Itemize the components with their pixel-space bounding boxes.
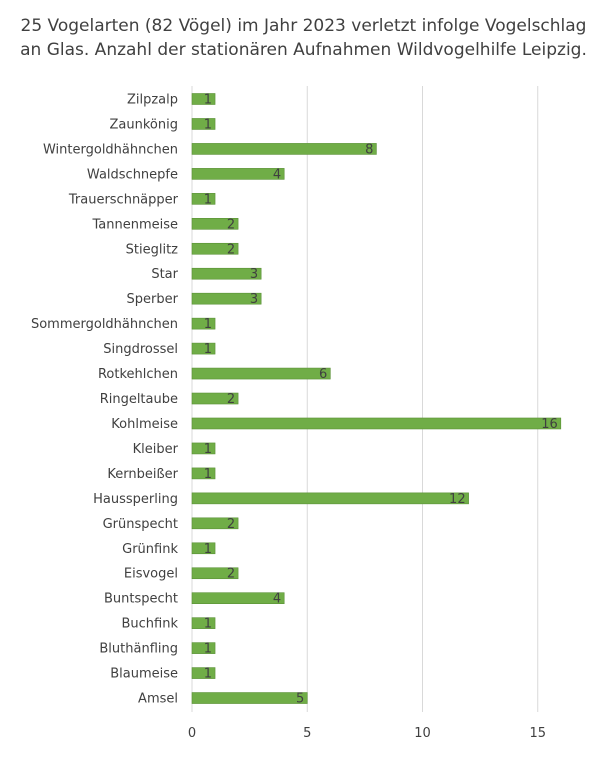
data-label-21: 1	[204, 617, 212, 632]
category-label-9: Sommergoldhähnchen	[31, 317, 178, 332]
data-label-8: 3	[250, 292, 258, 307]
data-label-5: 2	[227, 217, 235, 232]
x-tick-label-10: 10	[414, 726, 431, 741]
x-axis-ticks: 0 5 10 15	[188, 726, 546, 741]
category-label-7: Star	[151, 267, 178, 282]
bar-7	[191, 267, 262, 280]
data-label-18: 1	[204, 542, 212, 557]
chart-title: 25 Vogelarten (82 Vögel) im Jahr 2023 ve…	[0, 14, 607, 62]
bar-19	[191, 567, 239, 580]
category-label-11: Rotkehlchen	[98, 367, 178, 382]
data-label-19: 2	[227, 567, 235, 582]
x-tick-label-0: 0	[188, 726, 196, 741]
gridlines	[191, 86, 539, 712]
category-label-2: Wintergoldhähnchen	[43, 142, 178, 157]
category-label-5: Tannenmeise	[91, 217, 178, 232]
bar-20	[191, 592, 285, 605]
data-label-1: 1	[204, 117, 212, 132]
category-label-17: Grünspecht	[103, 517, 178, 532]
bar-10	[191, 342, 216, 355]
data-label-3: 4	[273, 167, 281, 182]
bar-12	[191, 392, 239, 405]
data-label-17: 2	[227, 517, 235, 532]
category-label-15: Kernbeißer	[107, 467, 178, 482]
category-label-19: Eisvogel	[124, 567, 178, 582]
category-label-23: Blaumeise	[110, 667, 178, 682]
bar-23	[191, 667, 216, 679]
bar-3	[191, 168, 285, 180]
data-label-16: 12	[449, 492, 466, 507]
bar-8	[191, 292, 262, 305]
data-label-14: 1	[204, 442, 212, 457]
category-label-22: Bluthänfling	[99, 642, 178, 657]
data-label-20: 4	[273, 592, 281, 607]
data-label-11: 6	[319, 367, 327, 382]
data-label-9: 1	[204, 317, 212, 332]
bar-17	[191, 517, 239, 530]
category-label-20: Buntspecht	[104, 592, 178, 607]
category-label-16: Haussperling	[93, 492, 178, 507]
data-label-23: 1	[204, 667, 212, 682]
category-label-13: Kohlmeise	[111, 417, 178, 432]
bar-9	[191, 317, 216, 330]
bar-15	[191, 467, 216, 480]
bar-18	[191, 542, 216, 555]
bar-13	[191, 417, 562, 430]
bar-21	[191, 617, 216, 629]
data-label-7: 3	[250, 267, 258, 282]
data-label-12: 2	[227, 392, 235, 407]
data-label-13: 16	[541, 417, 558, 432]
data-label-22: 1	[204, 642, 212, 657]
category-labels: Zilpzalp Zaunkönig Wintergoldhähnchen Walds…	[31, 93, 179, 707]
data-label-10: 1	[204, 342, 212, 357]
data-label-15: 1	[204, 467, 212, 482]
bar-2	[191, 143, 377, 155]
category-label-21: Buchfink	[121, 617, 178, 632]
bar-11	[191, 367, 331, 380]
bar-24	[191, 692, 308, 704]
x-tick-label-15: 15	[529, 726, 546, 741]
bar-22	[191, 642, 216, 654]
data-label-4: 1	[204, 192, 212, 207]
chart-title-line-1: 25 Vogelarten (82 Vögel) im Jahr 2023 ve…	[20, 16, 587, 36]
chart-title-line-2: an Glas. Anzahl der stationären Aufnahme…	[20, 40, 587, 60]
data-label-24: 5	[296, 692, 304, 707]
bar-6	[191, 242, 239, 255]
x-tick-label-5: 5	[303, 726, 311, 741]
category-label-12: Ringeltaube	[100, 392, 178, 407]
category-label-8: Sperber	[127, 292, 179, 307]
category-label-24: Amsel	[138, 692, 178, 707]
category-label-6: Stieglitz	[126, 242, 179, 257]
category-label-4: Trauerschnäpper	[68, 192, 179, 207]
category-label-14: Kleiber	[133, 442, 179, 457]
category-label-0: Zilpzalp	[127, 93, 178, 108]
category-label-18: Grünfink	[122, 542, 178, 557]
category-label-3: Waldschnepfe	[87, 167, 178, 182]
data-label-0: 1	[204, 93, 212, 108]
bar-16	[191, 492, 469, 505]
data-label-6: 2	[227, 242, 235, 257]
bar-5	[191, 218, 239, 230]
bar-4	[191, 193, 216, 205]
category-label-1: Zaunkönig	[110, 117, 178, 132]
bar-14	[191, 442, 216, 455]
data-label-2: 8	[365, 142, 373, 157]
bar-0	[191, 93, 216, 105]
bar-1	[191, 118, 216, 130]
category-label-10: Singdrossel	[103, 342, 178, 357]
